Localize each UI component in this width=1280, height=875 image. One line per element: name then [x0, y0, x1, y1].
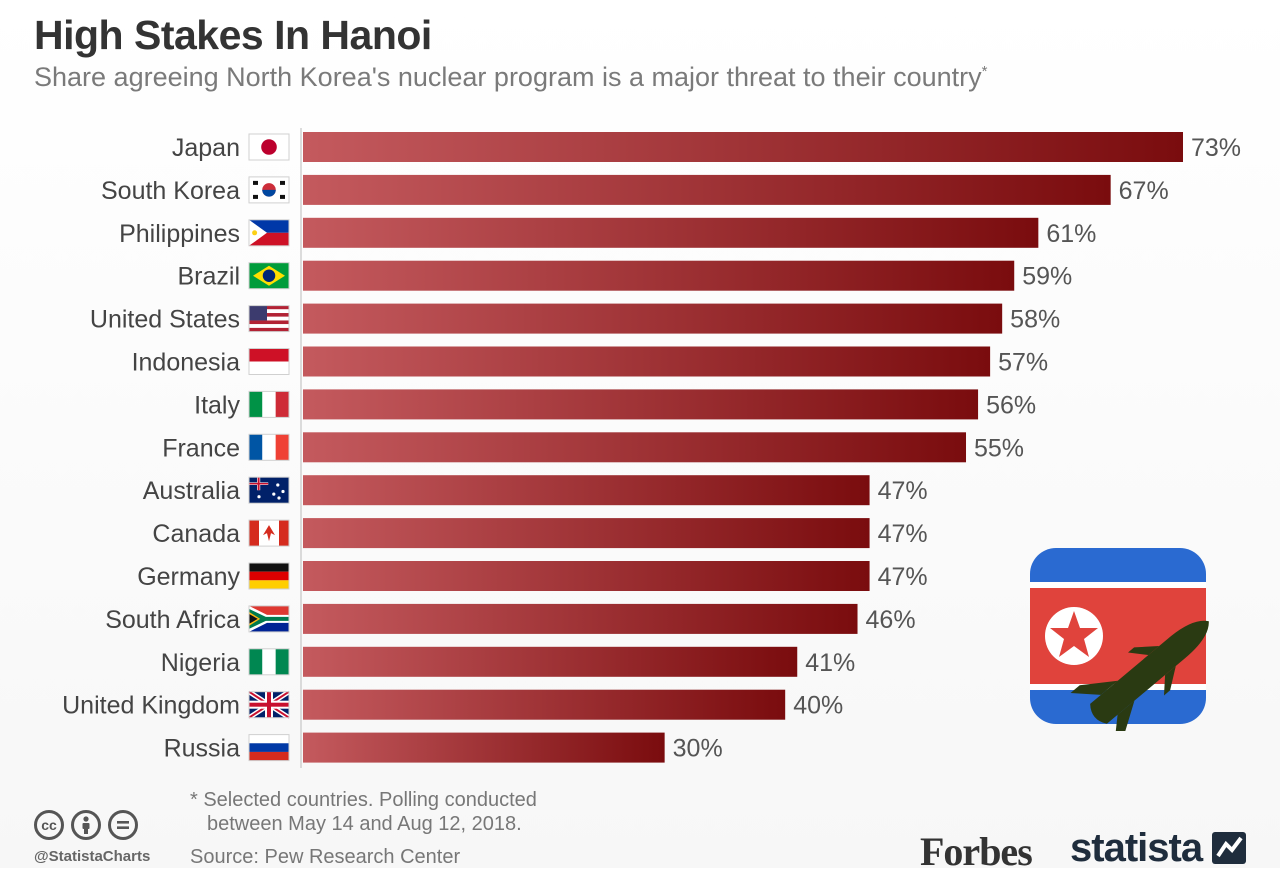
flag-united-states-icon [248, 305, 290, 333]
flag-italy-icon [248, 390, 290, 418]
country-label-russia: Russia [164, 735, 241, 763]
country-label-japan: Japan [172, 134, 240, 162]
country-label-united-kingdom: United Kingdom [62, 692, 240, 720]
flag-south-korea-icon [248, 176, 290, 204]
source-note: Source: Pew Research Center [190, 846, 461, 868]
bar-brazil [303, 260, 1015, 291]
value-label-italy: 56% [986, 391, 1036, 419]
attribution-icon[interactable] [71, 810, 101, 840]
value-label-germany: 47% [878, 563, 928, 591]
bar-south-africa [303, 603, 858, 634]
bar-philippines [303, 217, 1039, 248]
bar-australia [303, 475, 870, 506]
flag-philippines-icon [248, 219, 290, 247]
bar-russia [303, 732, 665, 763]
country-label-indonesia: Indonesia [132, 349, 241, 377]
bar-nigeria [303, 646, 798, 677]
bar-canada [303, 518, 870, 549]
footnote-line-2: between May 14 and Aug 12, 2018. [207, 813, 522, 835]
no-derivatives-icon[interactable] [108, 810, 138, 840]
forbes-logo: Forbes [920, 829, 1033, 874]
flag-indonesia-icon [248, 348, 290, 375]
value-label-south-africa: 46% [866, 606, 916, 634]
subtitle-asterisk: * [981, 63, 988, 80]
value-label-united-kingdom: 40% [793, 692, 843, 720]
creative-commons-icons: cc [34, 810, 138, 840]
value-label-philippines: 61% [1046, 220, 1096, 248]
value-label-russia: 30% [673, 735, 723, 763]
value-label-australia: 47% [878, 477, 928, 505]
footnote: * Selected countries. Polling conducted … [190, 788, 537, 836]
country-label-south-korea: South Korea [101, 177, 240, 205]
bar-united-states [303, 303, 1003, 334]
value-label-united-states: 58% [1010, 306, 1060, 334]
country-label-south-africa: South Africa [105, 606, 240, 634]
bar-indonesia [303, 346, 991, 377]
statista-logo: statista [1070, 826, 1203, 870]
flag-nigeria-icon [248, 648, 290, 676]
cc-icon[interactable]: cc [34, 810, 64, 840]
bar-italy [303, 389, 979, 420]
north-korea-flag-missile-icon [1030, 548, 1209, 731]
country-label-australia: Australia [143, 477, 240, 505]
footnote-line-1: * Selected countries. Polling conducted [190, 789, 537, 811]
flag-canada-icon [248, 519, 290, 547]
value-label-japan: 73% [1191, 134, 1241, 162]
flag-brazil-icon [248, 262, 290, 290]
country-label-france: France [162, 434, 240, 462]
flag-south-africa-icon [248, 605, 290, 633]
flag-russia-icon [248, 734, 290, 762]
chart-subtitle: Share agreeing North Korea's nuclear pro… [34, 62, 987, 93]
value-label-south-korea: 67% [1119, 177, 1169, 205]
bar-united-kingdom [303, 689, 786, 720]
value-label-indonesia: 57% [998, 349, 1048, 377]
value-label-brazil: 59% [1022, 263, 1072, 291]
statista-logo-mark-icon [1212, 832, 1246, 864]
country-label-united-states: United States [90, 306, 240, 334]
flag-germany-icon [248, 562, 290, 590]
bar-japan [303, 132, 1183, 162]
country-label-nigeria: Nigeria [161, 649, 240, 677]
bar-germany [303, 561, 870, 591]
value-label-canada: 47% [878, 520, 928, 548]
country-label-germany: Germany [137, 563, 240, 591]
value-label-france: 55% [974, 434, 1024, 462]
bar-chart: Japan 73% South Korea 67% Philippines 61% Braz… [62, 128, 1241, 768]
flag-japan-icon [248, 133, 290, 161]
bar-south-korea [303, 174, 1111, 205]
page-title: High Stakes In Hanoi [34, 12, 432, 58]
flag-united-kingdom-icon [247, 689, 291, 720]
subtitle-text: Share agreeing North Korea's nuclear pro… [34, 62, 982, 92]
statista-charts-handle[interactable]: @StatistaCharts [34, 848, 151, 865]
country-label-italy: Italy [194, 391, 240, 419]
country-label-brazil: Brazil [177, 263, 240, 291]
flag-australia-icon [248, 476, 290, 504]
bar-france [303, 432, 967, 463]
country-label-canada: Canada [152, 520, 240, 548]
country-label-philippines: Philippines [119, 220, 240, 248]
value-label-nigeria: 41% [805, 649, 855, 677]
flag-france-icon [248, 433, 290, 461]
